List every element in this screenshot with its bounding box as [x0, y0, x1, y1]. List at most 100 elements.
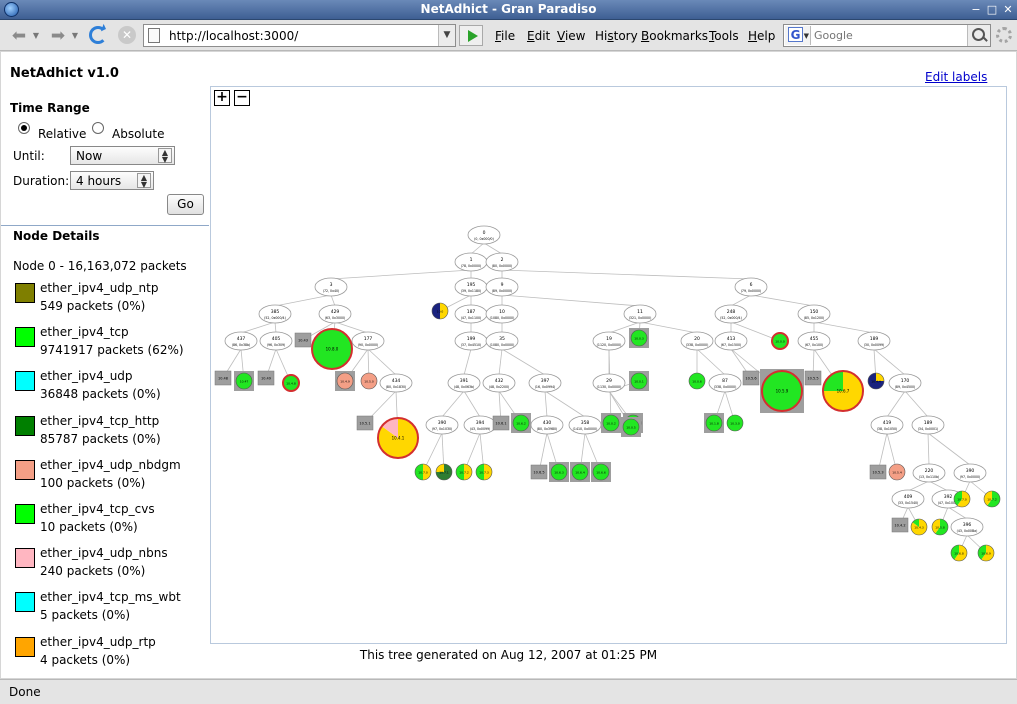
tree-node[interactable] [447, 373, 481, 393]
tree-node[interactable] [485, 252, 519, 272]
leaf-pie[interactable] [822, 370, 864, 412]
zoom-out-button[interactable]: − [234, 90, 250, 106]
leaf-pie[interactable] [360, 372, 378, 390]
menu-tools[interactable]: Tools [709, 29, 739, 43]
go-button[interactable]: Go [167, 194, 204, 215]
tree-node[interactable] [467, 225, 501, 245]
minimize-icon[interactable]: − [971, 3, 981, 16]
leaf-pie[interactable] [950, 544, 968, 562]
duration-select[interactable]: 4 hours ▲ ▼ [70, 171, 154, 190]
close-icon[interactable]: ✕ [1003, 3, 1013, 16]
menu-edit[interactable]: Edit [527, 29, 551, 43]
tree-node[interactable] [714, 304, 748, 324]
leaf-pie[interactable] [235, 372, 253, 390]
leaf-pie[interactable] [953, 490, 971, 508]
tree-node[interactable] [592, 331, 626, 351]
tree-node[interactable] [708, 373, 742, 393]
leaf-pie[interactable] [377, 417, 419, 459]
leaf-box[interactable] [257, 370, 275, 386]
stop-icon[interactable]: ✕ [118, 26, 136, 44]
leaf-pie[interactable] [282, 374, 300, 392]
tree-node[interactable] [485, 331, 519, 351]
edit-labels-link[interactable]: Edit labels [925, 70, 988, 84]
menu-view[interactable]: View [557, 29, 586, 43]
leaf-pie[interactable] [771, 332, 789, 350]
tree-node[interactable] [680, 331, 714, 351]
tree-node[interactable] [259, 331, 293, 351]
tree-node[interactable] [714, 331, 748, 351]
tree-node[interactable] [528, 373, 562, 393]
leaf-pie[interactable] [475, 463, 493, 481]
tree-node[interactable] [623, 304, 657, 324]
leaf-box[interactable] [294, 332, 312, 348]
tree-node[interactable] [797, 304, 831, 324]
leaf-pie[interactable] [761, 370, 803, 412]
leaf-pie[interactable] [705, 414, 723, 432]
search-engine-selector[interactable]: G ▼ [785, 26, 811, 45]
forward-history-chevron-icon[interactable]: ▼ [71, 31, 79, 40]
leaf-pie[interactable] [550, 463, 568, 481]
tree-node[interactable] [950, 517, 984, 537]
absolute-radio[interactable] [92, 122, 104, 134]
leaf-box[interactable] [492, 415, 510, 431]
leaf-box[interactable] [891, 517, 909, 533]
tree-node[interactable] [314, 277, 348, 297]
tree-node[interactable] [318, 304, 352, 324]
tree-node[interactable] [425, 415, 459, 435]
leaf-box[interactable] [742, 370, 760, 386]
leaf-pie[interactable] [726, 414, 744, 432]
tree-node[interactable] [485, 277, 519, 297]
leaf-pie[interactable] [867, 372, 885, 390]
url-history-chevron-icon[interactable]: ▼ [438, 25, 455, 46]
tree-panel[interactable]: + − 0 (0, 0x000/0) 1 (78, 0x0000) 2 (80, 0x00… [210, 86, 1007, 644]
back-icon[interactable]: ⬅ [11, 26, 27, 46]
relative-radio[interactable] [18, 122, 30, 134]
menu-history[interactable]: History [595, 29, 638, 43]
menu-bookmarks[interactable]: Bookmarks [641, 29, 709, 43]
leaf-box[interactable] [214, 370, 232, 386]
leaf-box[interactable] [356, 415, 374, 431]
tree-node[interactable] [891, 489, 925, 509]
go-arrow-icon[interactable] [459, 25, 483, 46]
tree-node[interactable] [912, 463, 946, 483]
tree-node[interactable] [911, 415, 945, 435]
back-history-chevron-icon[interactable]: ▼ [32, 31, 40, 40]
forward-icon[interactable]: ➡ [50, 26, 66, 46]
tree-node[interactable] [953, 463, 987, 483]
tree-node[interactable] [870, 415, 904, 435]
menu-file[interactable]: File [495, 29, 516, 43]
tree-node[interactable] [857, 331, 891, 351]
leaf-pie[interactable] [455, 463, 473, 481]
maximize-icon[interactable]: □ [986, 3, 998, 16]
tree-node[interactable] [379, 373, 413, 393]
zoom-in-button[interactable]: + [214, 90, 230, 106]
leaf-pie[interactable] [571, 463, 589, 481]
leaf-pie[interactable] [888, 463, 906, 481]
tree-node[interactable] [797, 331, 831, 351]
tree-node[interactable] [888, 373, 922, 393]
url-text[interactable]: http://localhost:3000/ [169, 29, 299, 43]
leaf-pie[interactable] [931, 518, 949, 536]
leaf-pie[interactable] [602, 414, 620, 432]
leaf-pie[interactable] [512, 414, 530, 432]
leaf-pie[interactable] [977, 544, 995, 562]
leaf-pie[interactable] [622, 418, 640, 436]
tree-node[interactable] [592, 373, 626, 393]
url-bar[interactable]: http://localhost:3000/ ▼ [143, 24, 456, 47]
leaf-pie[interactable] [630, 372, 648, 390]
tree-node[interactable] [734, 277, 768, 297]
leaf-pie[interactable] [688, 372, 706, 390]
tree-node[interactable] [485, 304, 519, 324]
search-icon[interactable] [967, 25, 990, 46]
leaf-pie[interactable] [311, 328, 353, 370]
leaf-pie[interactable] [336, 372, 354, 390]
leaf-pie[interactable] [431, 302, 449, 320]
search-box[interactable]: G ▼ [783, 24, 991, 47]
menu-help[interactable]: Help [748, 29, 776, 43]
leaf-box[interactable] [530, 464, 548, 480]
leaf-pie[interactable] [592, 463, 610, 481]
leaf-pie[interactable] [435, 463, 453, 481]
reload-icon[interactable] [89, 26, 107, 44]
leaf-pie[interactable] [983, 490, 1001, 508]
leaf-pie[interactable] [910, 518, 928, 536]
